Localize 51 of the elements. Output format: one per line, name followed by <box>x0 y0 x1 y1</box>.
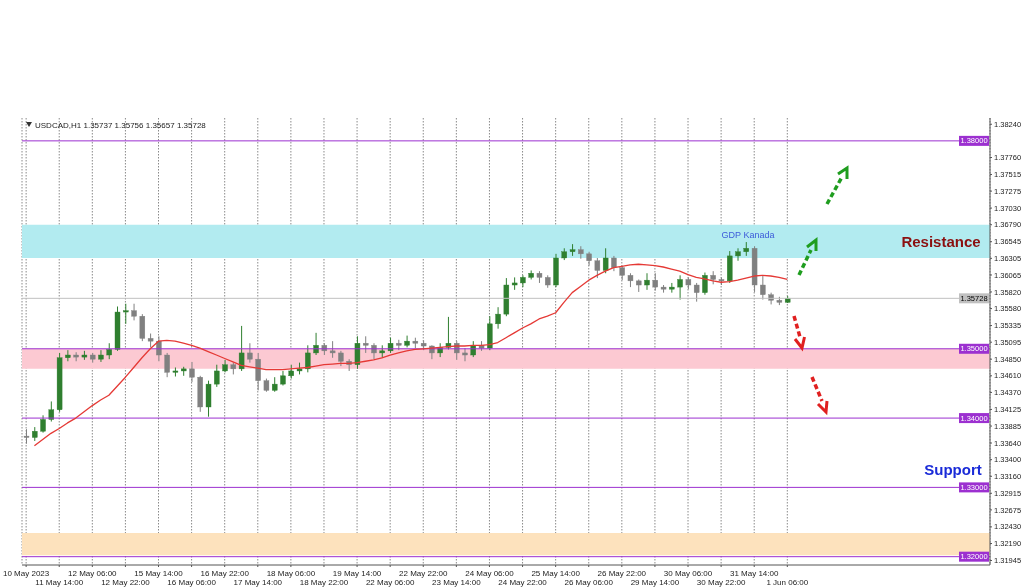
x-tick-label: 22 May 22:00 <box>399 568 449 578</box>
candlestick <box>735 247 741 262</box>
x-tick-label: 25 May 14:00 <box>531 568 581 578</box>
x-tick-label: 24 May 22:00 <box>498 577 548 587</box>
annotation: Support <box>924 461 982 479</box>
x-tick-label: 18 May 22:00 <box>299 577 349 587</box>
candlestick <box>238 325 245 372</box>
x-tick-label: 19 May 14:00 <box>332 568 382 578</box>
x-tick-label: 22 May 06:00 <box>365 577 415 587</box>
candlestick <box>495 306 501 330</box>
candlestick <box>98 349 104 363</box>
candlestick <box>462 347 468 362</box>
chart-title: USDCAD,H1 1.35737 1.35756 1.35657 1.35728 <box>35 120 207 130</box>
x-tick-label: 26 May 22:00 <box>597 568 647 578</box>
x-tick-label: 1 Jun 06:00 <box>766 577 809 587</box>
candlestick <box>602 247 609 274</box>
candlestick <box>164 352 170 378</box>
x-tick-label: 23 May 14:00 <box>432 577 482 587</box>
candlestick <box>214 364 220 388</box>
candlestick <box>65 349 71 362</box>
x-tick-label: 31 May 14:00 <box>729 568 779 578</box>
candlestick <box>644 272 650 291</box>
candlestick <box>760 274 766 301</box>
x-tick-label: 11 May 14:00 <box>35 577 84 587</box>
x-tick-label: 15 May 14:00 <box>134 568 184 578</box>
x-tick-label: 18 May 06:00 <box>266 568 316 578</box>
candlestick <box>205 380 212 418</box>
x-tick-label: 26 May 06:00 <box>564 577 614 587</box>
x-tick-label: 24 May 06:00 <box>465 568 515 578</box>
x-tick-label: 30 May 06:00 <box>663 568 713 578</box>
candlestick <box>247 342 253 364</box>
candlestick <box>313 332 319 356</box>
x-tick-label: 10 May 2023 <box>3 568 50 578</box>
x-tick-label: 29 May 14:00 <box>630 577 680 587</box>
candlestick <box>139 313 146 342</box>
candlestick <box>73 351 79 362</box>
x-tick-label: 16 May 06:00 <box>167 577 217 587</box>
candlestick <box>677 274 683 301</box>
annotation: GDP Kanada <box>721 230 775 241</box>
candlestick <box>594 257 601 279</box>
x-tick-label: 16 May 22:00 <box>200 568 250 578</box>
candlestick <box>305 344 311 373</box>
x-tick-label: 12 May 22:00 <box>101 577 151 587</box>
x-tick-label: 30 May 22:00 <box>696 577 746 587</box>
candlestick <box>693 282 700 303</box>
candlestick <box>404 335 410 348</box>
x-tick-label: 17 May 14:00 <box>233 577 283 587</box>
candlestick <box>123 303 129 325</box>
x-tick-label: 12 May 06:00 <box>68 568 118 578</box>
annotation: Resistance <box>901 233 981 251</box>
candlestick <box>131 303 137 321</box>
